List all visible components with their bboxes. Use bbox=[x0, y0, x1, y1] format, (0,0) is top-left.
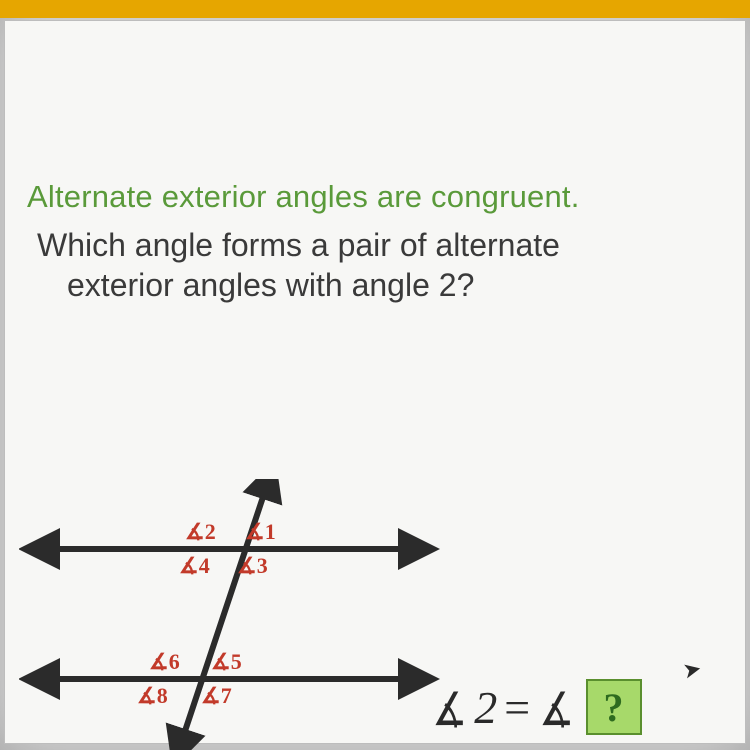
question-line-2: exterior angles with angle 2? bbox=[67, 265, 731, 305]
angle-label-7: ∡7 bbox=[201, 683, 232, 709]
app-screen: Alternate exterior angles are congruent.… bbox=[4, 20, 746, 744]
angle-diagram: ∡2 ∡1 ∡4 ∡3 ∡6 ∡5 ∡8 ∡7 bbox=[19, 479, 449, 750]
angle-label-4: ∡4 bbox=[179, 553, 210, 579]
equation-equals: = bbox=[501, 681, 532, 734]
equation-lhs-num: 2 bbox=[474, 681, 497, 734]
angle-symbol-rhs: ∡ bbox=[539, 682, 574, 736]
equation: ∡ 2 = ∡ ? bbox=[429, 679, 642, 735]
angle-label-1: ∡1 bbox=[245, 519, 276, 545]
photo-frame: Alternate exterior angles are congruent.… bbox=[0, 0, 750, 750]
question-line-1: Which angle forms a pair of alternate bbox=[37, 225, 731, 265]
angle-symbol-lhs: ∡ bbox=[432, 682, 467, 736]
angle-label-3: ∡3 bbox=[237, 553, 268, 579]
question-text: Which angle forms a pair of alternate ex… bbox=[37, 225, 731, 305]
angle-label-2: ∡2 bbox=[185, 519, 216, 545]
angle-label-5: ∡5 bbox=[211, 649, 242, 675]
cursor-icon: ➤ bbox=[680, 655, 703, 684]
angle-label-8: ∡8 bbox=[137, 683, 168, 709]
diagram-svg bbox=[19, 479, 449, 750]
answer-box[interactable]: ? bbox=[586, 679, 642, 735]
window-top-bar bbox=[0, 0, 750, 18]
angle-label-6: ∡6 bbox=[149, 649, 180, 675]
content-area: Alternate exterior angles are congruent.… bbox=[19, 179, 731, 750]
theorem-heading: Alternate exterior angles are congruent. bbox=[27, 179, 731, 215]
